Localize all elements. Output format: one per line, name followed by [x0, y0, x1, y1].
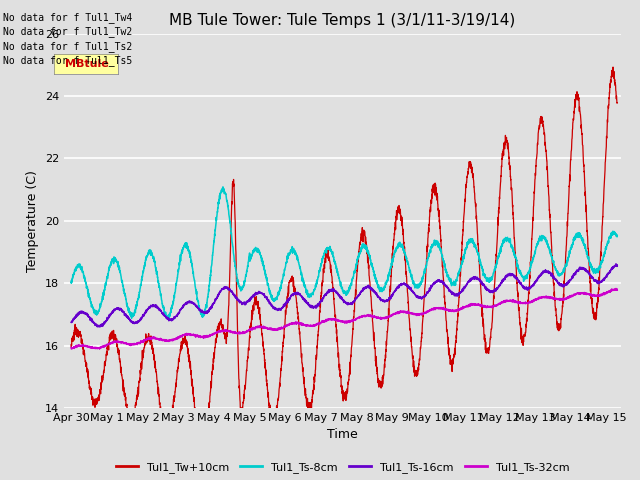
- Text: No data for f Tul1_Ts2: No data for f Tul1_Ts2: [3, 41, 132, 52]
- Legend: Tul1_Tw+10cm, Tul1_Ts-8cm, Tul1_Ts-16cm, Tul1_Ts-32cm: Tul1_Tw+10cm, Tul1_Ts-8cm, Tul1_Ts-16cm,…: [111, 457, 573, 477]
- X-axis label: Time: Time: [327, 429, 358, 442]
- Title: MB Tule Tower: Tule Temps 1 (3/1/11-3/19/14): MB Tule Tower: Tule Temps 1 (3/1/11-3/19…: [169, 13, 516, 28]
- Y-axis label: Temperature (C): Temperature (C): [26, 170, 39, 272]
- Text: MBtule: MBtule: [65, 60, 108, 69]
- Text: No data for f Tul1_Tw2: No data for f Tul1_Tw2: [3, 26, 132, 37]
- Text: No data for f Tul1_Ts5: No data for f Tul1_Ts5: [3, 55, 132, 66]
- Text: No data for f Tul1_Tw4: No data for f Tul1_Tw4: [3, 12, 132, 23]
